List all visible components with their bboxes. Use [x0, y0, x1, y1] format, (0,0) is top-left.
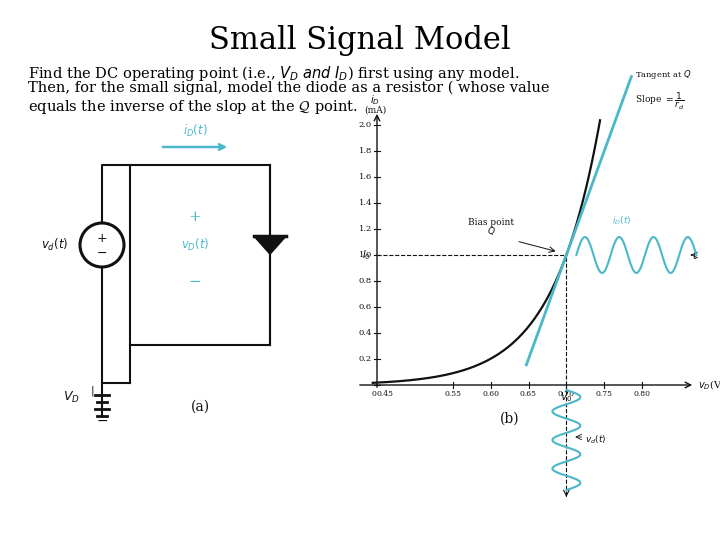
- Text: 0.80: 0.80: [634, 390, 651, 398]
- Polygon shape: [254, 236, 286, 254]
- Text: $i_D(t)$: $i_D(t)$: [183, 123, 207, 139]
- Text: Tangent at $Q$: Tangent at $Q$: [635, 68, 693, 80]
- Text: $V_0$: $V_0$: [560, 390, 572, 404]
- Text: 0.4: 0.4: [359, 329, 372, 337]
- Bar: [130, 165, 270, 345]
- Text: 0.65: 0.65: [520, 390, 537, 398]
- Text: +: +: [96, 232, 107, 245]
- Text: $-$: $-$: [96, 246, 107, 259]
- Text: 0.6: 0.6: [359, 303, 372, 311]
- Text: 0.2: 0.2: [359, 355, 372, 363]
- Text: 1.2: 1.2: [359, 225, 372, 233]
- Text: (mA): (mA): [364, 106, 386, 115]
- Text: (b): (b): [500, 412, 520, 426]
- Text: Then, for the small signal, model the diode as a resistor ( whose value: Then, for the small signal, model the di…: [28, 81, 549, 96]
- Text: 0.75: 0.75: [595, 390, 613, 398]
- Text: $v_D$(V): $v_D$(V): [698, 378, 720, 392]
- Text: $v_D(t)$: $v_D(t)$: [181, 237, 210, 253]
- Text: 0.8: 0.8: [359, 277, 372, 285]
- Text: $-$: $-$: [189, 273, 202, 287]
- Text: 0.60: 0.60: [482, 390, 499, 398]
- Text: $V_D$: $V_D$: [63, 389, 80, 404]
- Text: 1.8: 1.8: [359, 147, 372, 155]
- Text: Find the DC operating point (i.e., $V_D$ $\mathit{and}$ $I_D$) first using any m: Find the DC operating point (i.e., $V_D$…: [28, 64, 519, 83]
- Text: 0.45: 0.45: [376, 390, 393, 398]
- Text: |: |: [90, 386, 94, 396]
- Text: Bias point: Bias point: [468, 218, 514, 227]
- Text: $Q$: $Q$: [487, 225, 496, 237]
- Text: $I_0$: $I_0$: [362, 248, 371, 262]
- Text: $-$: $-$: [96, 413, 108, 427]
- Text: (a): (a): [190, 400, 210, 414]
- Text: 1.6: 1.6: [359, 173, 372, 181]
- Text: 1.0: 1.0: [359, 251, 372, 259]
- Text: $v_d(t)$: $v_d(t)$: [40, 237, 68, 253]
- Text: 0.55: 0.55: [444, 390, 462, 398]
- Text: $i_D(t)$: $i_D(t)$: [612, 214, 631, 227]
- Text: 0: 0: [372, 390, 377, 398]
- Text: $i_D$: $i_D$: [370, 93, 380, 107]
- Text: $v_d(t)$: $v_d(t)$: [585, 434, 607, 446]
- Text: Small Signal Model: Small Signal Model: [210, 25, 510, 56]
- Text: 0.70: 0.70: [558, 390, 575, 398]
- Text: +: +: [189, 210, 202, 224]
- Text: 2.0: 2.0: [359, 121, 372, 129]
- Text: Slope $= \dfrac{1}{r_d}$: Slope $= \dfrac{1}{r_d}$: [635, 91, 685, 112]
- Text: 1.4: 1.4: [359, 199, 372, 207]
- Text: equals the inverse of the slop at the $\mathcal{Q}$ point.: equals the inverse of the slop at the $\…: [28, 98, 358, 116]
- Text: $t$: $t$: [692, 249, 698, 261]
